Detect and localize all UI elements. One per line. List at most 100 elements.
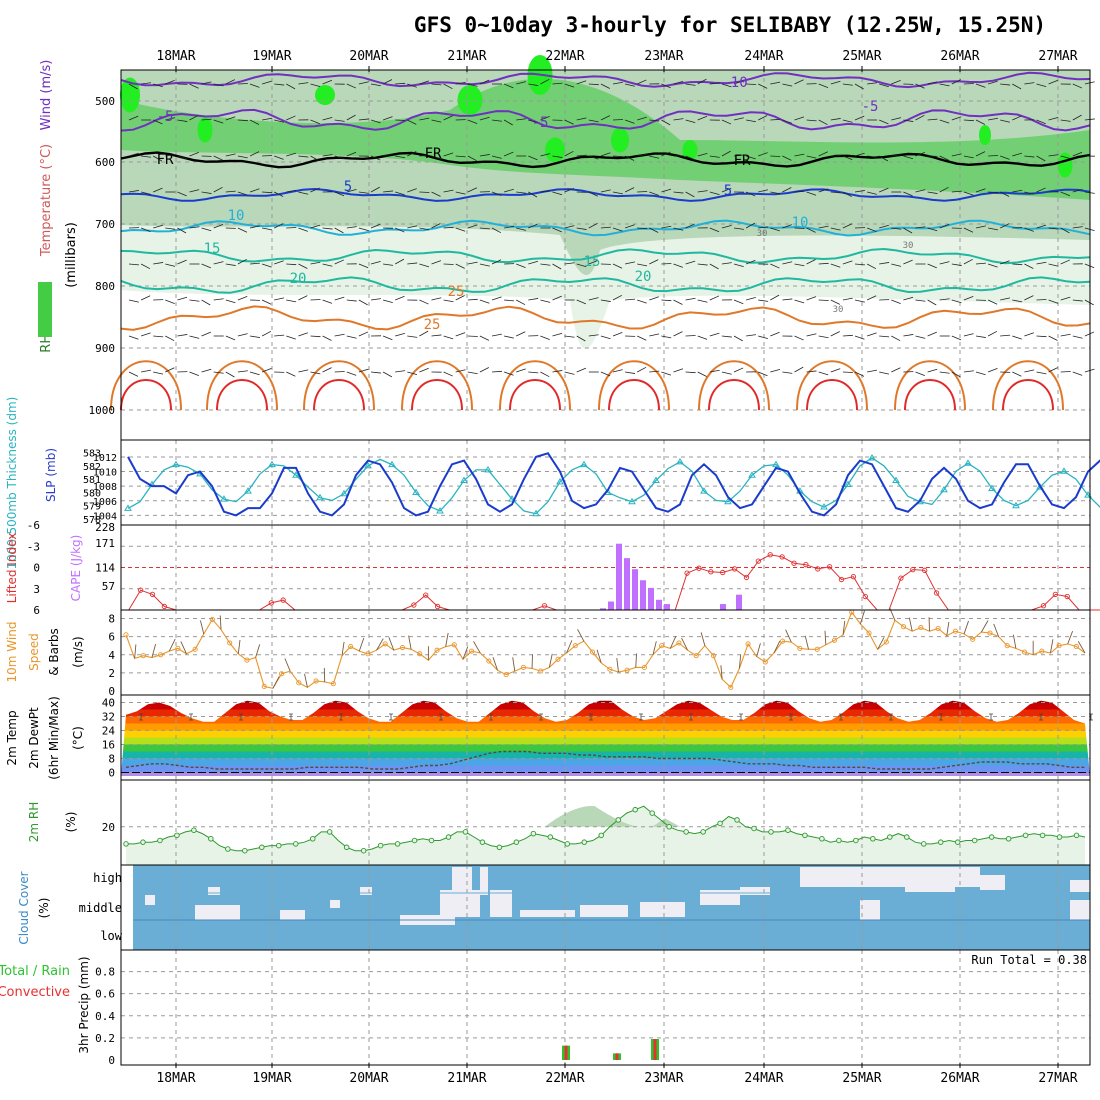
wind-barb (552, 82, 563, 85)
wind-barb (455, 263, 465, 269)
wind-barb (879, 83, 889, 88)
wind-barb (830, 331, 840, 337)
wind-barb (467, 119, 478, 124)
warm-contour (110, 360, 182, 411)
precip-label-line: Convective (0, 985, 70, 1000)
wind-barb (1048, 117, 1059, 121)
wind-barb (806, 119, 817, 122)
wind-barb (697, 371, 707, 377)
wind-barb (794, 263, 805, 267)
wind-barb (1024, 295, 1034, 301)
hot-contour (1002, 379, 1054, 411)
slp-line (127, 452, 1100, 517)
pressure-tick-label: 700 (95, 218, 115, 231)
wind-barb (479, 367, 489, 373)
wind-barb (733, 263, 744, 267)
warm-contour (894, 360, 966, 411)
wind-barb (1072, 114, 1082, 121)
wind-speed-point (278, 671, 285, 677)
wind-barb (407, 151, 417, 157)
wind-barb (564, 83, 575, 88)
wind-barb (467, 83, 478, 87)
wind-barb (721, 371, 732, 375)
wind-barb (153, 335, 164, 338)
hot-contour (411, 379, 463, 411)
wind-speed-point (417, 651, 423, 657)
date-tick-top: 26MAR (940, 49, 979, 64)
rh-point (123, 841, 129, 847)
wind-barb (733, 227, 744, 230)
wind-barb (685, 119, 696, 123)
wind-barb (1036, 155, 1046, 162)
wind-barb (1072, 371, 1083, 376)
lifted-index-point (161, 603, 168, 610)
date-tick-bottom: 25MAR (842, 1071, 881, 1086)
precip-tick-label: 0.4 (95, 1010, 115, 1023)
wind-barb (975, 151, 986, 157)
warm-contour (499, 360, 571, 411)
wind-barb (177, 227, 187, 234)
date-tick-top: 19MAR (252, 49, 291, 64)
wind10-barb (473, 641, 481, 654)
wind-barb (854, 263, 865, 266)
wind-barb (963, 83, 974, 85)
wind-barb (346, 335, 357, 339)
thickness-tick-label: 579 (83, 502, 101, 513)
wind-barb (528, 223, 538, 229)
wind-barb (794, 335, 804, 341)
wind-barb (867, 82, 878, 85)
wind-barb (770, 155, 781, 157)
wind-barb (588, 222, 598, 229)
wind-barb (455, 332, 466, 337)
isotherm-label: FR (425, 146, 442, 162)
temp2m-label-line: (6hr Min/Max) (47, 696, 61, 780)
wind-barb (685, 335, 696, 337)
wind-barb (262, 227, 272, 231)
rh-point (394, 841, 401, 847)
wind-barb (673, 263, 684, 268)
temp-band (121, 765, 1090, 773)
wind-barb (153, 371, 164, 375)
wind-speed-point (589, 649, 596, 655)
wind-barb (733, 299, 744, 305)
wind-barb (395, 82, 406, 85)
wind-barb (358, 299, 368, 306)
wind-speed-point (451, 642, 457, 648)
lifted-index-point (743, 574, 750, 581)
wind-barb (128, 152, 139, 157)
wind-barb (649, 155, 660, 159)
wind-barb (625, 371, 636, 374)
wind-barb (503, 83, 514, 89)
wind-barb (431, 223, 441, 229)
wind-speed-point (1073, 644, 1079, 650)
wind-barb (128, 190, 139, 193)
wind-barb (1036, 261, 1047, 265)
wind-barb (830, 118, 841, 121)
thickness-point (244, 487, 252, 494)
rh-point (887, 834, 893, 840)
chart-title: GFS 0~10day 3-hourly for SELIBABY (12.25… (414, 13, 1046, 37)
wind-barb (891, 299, 901, 304)
wind-barb (443, 152, 454, 157)
wind-barb (431, 83, 442, 86)
wind-barb (334, 191, 345, 197)
wind-barb (891, 263, 902, 267)
cloud-clear-patch (208, 887, 220, 895)
wind-barb (697, 78, 707, 85)
wind-barb (745, 259, 756, 265)
rh-high-cell (197, 117, 213, 143)
date-tick-bottom: 18MAR (156, 1071, 195, 1086)
thickness-point (172, 460, 180, 468)
wind-barb (286, 227, 297, 229)
wind-barb (540, 299, 551, 303)
wind-barb (988, 191, 999, 194)
minmax-marker (139, 713, 143, 721)
rh-point (292, 841, 299, 847)
thickness-tick-label: 578 (83, 515, 101, 526)
wind-barb (128, 371, 139, 377)
lifted-index-point (922, 567, 928, 573)
wind-tick-label: 8 (108, 613, 115, 626)
rh-point (700, 829, 706, 835)
pressure-tick-label: 800 (95, 280, 115, 293)
lifted-index-point (684, 570, 690, 576)
